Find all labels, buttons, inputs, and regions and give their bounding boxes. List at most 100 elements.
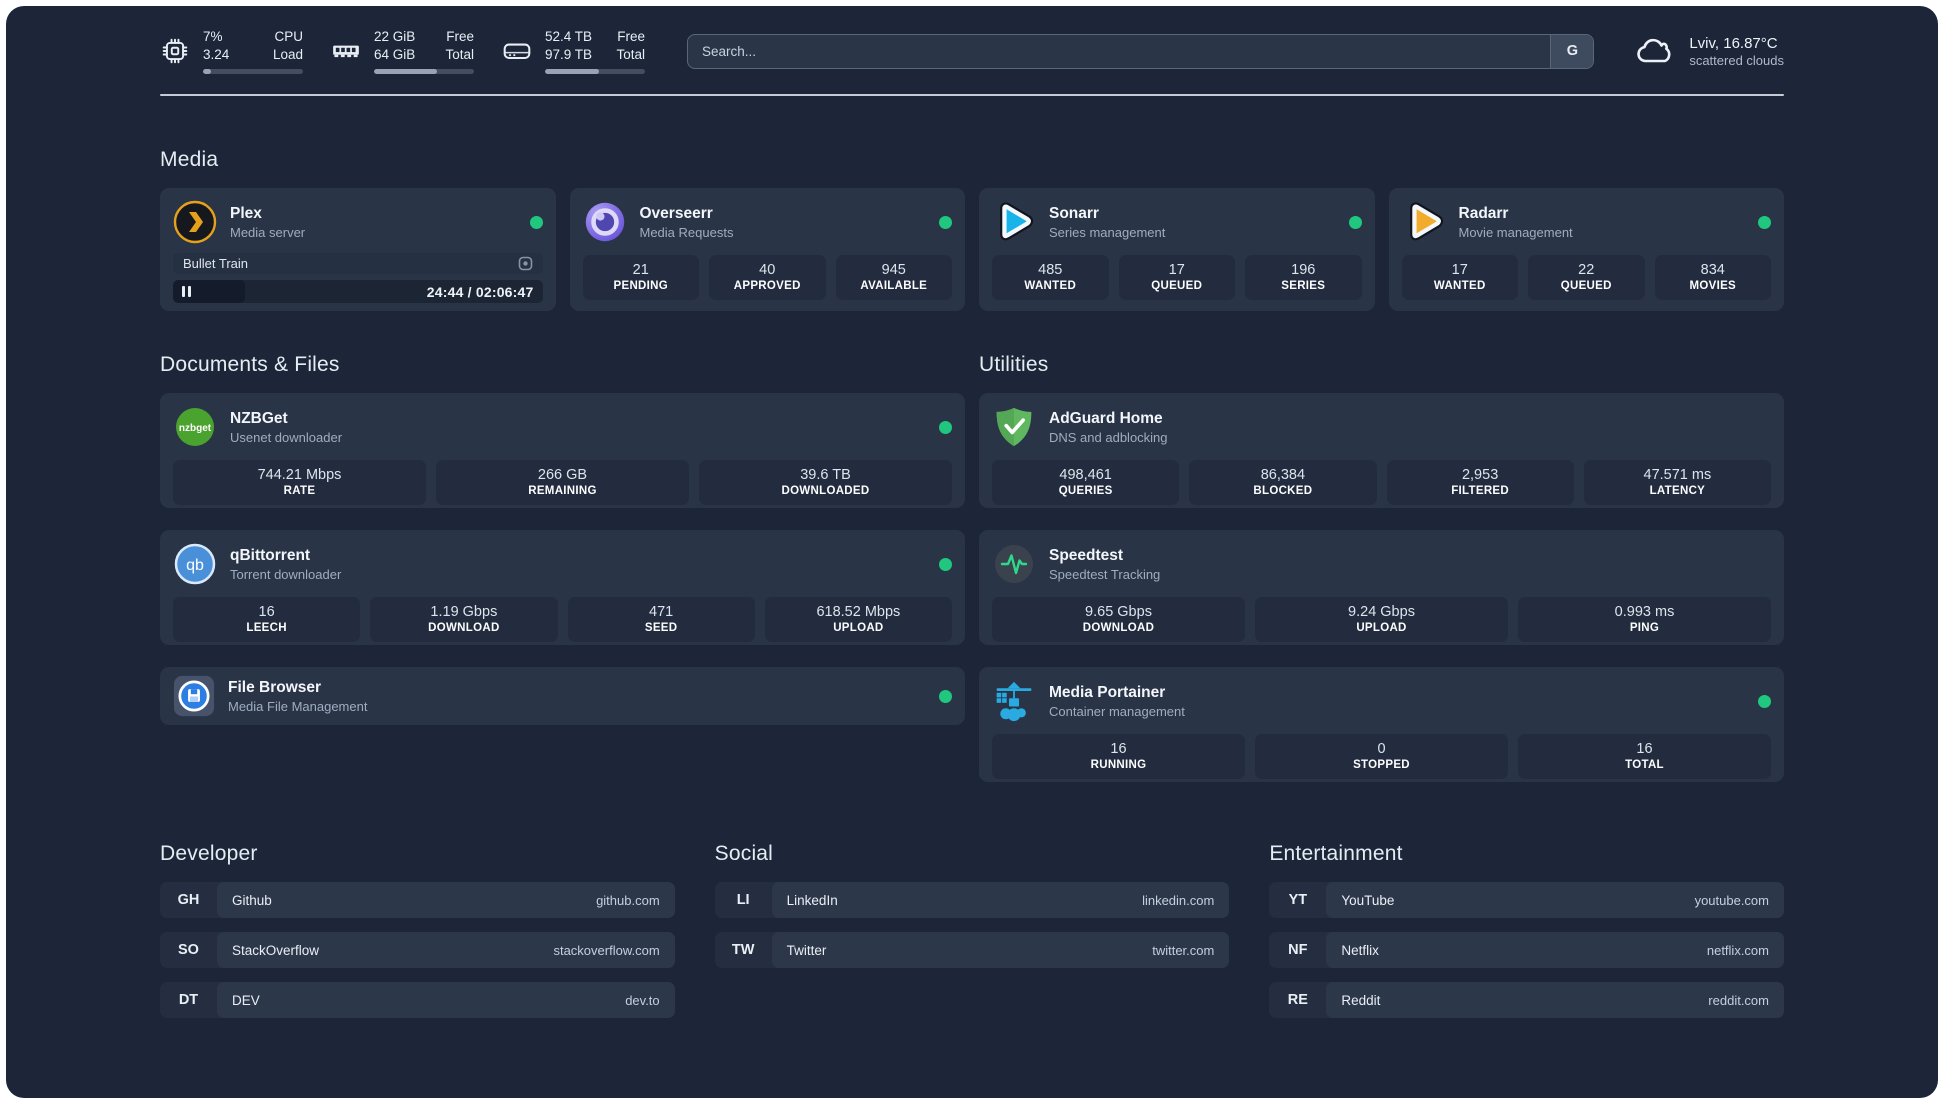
stat-upload: 618.52 Mbps UPLOAD	[764, 597, 952, 642]
cloud-icon	[1634, 34, 1676, 68]
app-card-plex[interactable]: Plex Media server Bullet Train 24:44 / 0…	[160, 188, 556, 311]
disk-total: 97.9 TB	[545, 47, 593, 62]
cast-icon[interactable]	[518, 256, 533, 271]
cpu-load-value: 3.24	[203, 47, 230, 62]
section-title-utilities: Utilities	[979, 353, 1049, 376]
sonarr-icon	[992, 200, 1036, 244]
bookmark-group-social: Social LI LinkedIn linkedin.com TW Twitte…	[714, 782, 1230, 1032]
pause-icon[interactable]	[182, 286, 191, 297]
plex-title: Plex	[230, 204, 262, 222]
filebrowser-icon	[173, 675, 215, 717]
link-reddit[interactable]: RE Reddit reddit.com	[1269, 982, 1784, 1018]
stat-wanted: 485 WANTED	[992, 255, 1109, 300]
overseerr-subtitle: Media Requests	[639, 224, 734, 240]
cpu-label-top: CPU	[274, 29, 303, 45]
plex-now-playing: Bullet Train	[173, 253, 543, 274]
app-card-qbittorrent[interactable]: qb qBittorrent Torrent downloader 16 LEEC…	[160, 530, 965, 645]
filebrowser-subtitle: Media File Management	[228, 698, 368, 714]
link-url: netflix.com	[1706, 942, 1769, 958]
adguard-subtitle: DNS and adblocking	[1049, 429, 1168, 445]
link-abbr: SO	[178, 942, 199, 958]
link-abbr: GH	[177, 892, 200, 908]
overseerr-status-dot	[939, 215, 952, 229]
link-name: Github	[232, 892, 272, 908]
app-card-adguard[interactable]: AdGuard Home DNS and adblocking 498,461 Q…	[979, 393, 1784, 508]
app-card-nzbget[interactable]: nzbget NZBGet Usenet downloader 744.21 M…	[160, 393, 965, 508]
qbittorrent-icon: qb	[173, 542, 217, 586]
link-youtube[interactable]: YT YouTube youtube.com	[1269, 882, 1784, 918]
bookmark-group-entertainment: Entertainment YT YouTube youtube.com NF N…	[1269, 782, 1784, 1032]
plex-status-dot	[529, 215, 543, 229]
search-input[interactable]	[687, 33, 1595, 69]
svg-text:qb: qb	[186, 557, 204, 574]
disk-label-bottom: Total	[616, 47, 645, 62]
qbittorrent-title: qBittorrent	[230, 546, 311, 564]
cpu-progress-bar	[203, 68, 303, 74]
link-stackoverflow[interactable]: SO StackOverflow stackoverflow.com	[160, 932, 675, 968]
stat-leech: 16 LEECH	[173, 597, 361, 642]
system-stats: 7% 3.24 CPU Load	[160, 28, 645, 74]
stat-seed: 471 SEED	[567, 597, 755, 642]
qbittorrent-subtitle: Torrent downloader	[230, 566, 342, 582]
link-linkedin[interactable]: LI LinkedIn linkedin.com	[714, 882, 1230, 918]
radarr-subtitle: Movie management	[1458, 224, 1573, 240]
stat-download: 1.19 Gbps DOWNLOAD	[370, 597, 558, 642]
section-title-entertainment: Entertainment	[1269, 842, 1403, 865]
app-card-portainer[interactable]: Media Portainer Container management 16 R…	[979, 667, 1784, 782]
svg-text:nzbget: nzbget	[179, 423, 212, 434]
link-twitter[interactable]: TW Twitter twitter.com	[714, 932, 1230, 968]
radarr-icon	[1402, 200, 1446, 244]
ram-icon	[331, 36, 361, 66]
sonarr-status-dot	[1348, 215, 1362, 229]
link-url: github.com	[596, 892, 660, 908]
stat-filtered: 2,953 FILTERED	[1386, 460, 1574, 505]
now-playing-title: Bullet Train	[183, 256, 249, 271]
stat-stopped: 0 STOPPED	[1255, 734, 1508, 779]
link-name: Reddit	[1341, 992, 1381, 1008]
qbittorrent-status-dot	[939, 557, 952, 571]
app-card-speedtest[interactable]: Speedtest Speedtest Tracking 9.65 Gbps DO…	[979, 530, 1784, 645]
link-github[interactable]: GH Github github.com	[160, 882, 675, 918]
link-netflix[interactable]: NF Netflix netflix.com	[1269, 932, 1784, 968]
stat-ping: 0.993 ms PING	[1518, 597, 1771, 642]
stat-pending: 21 PENDING	[582, 255, 699, 300]
link-abbr: NF	[1288, 942, 1308, 958]
playback-time: 24:44 / 02:06:47	[426, 283, 534, 300]
stat-blocked: 86,384 BLOCKED	[1189, 460, 1377, 505]
link-name: StackOverflow	[232, 942, 320, 958]
link-url: youtube.com	[1694, 892, 1769, 908]
adguard-icon	[992, 405, 1036, 449]
bookmark-group-developer: Developer GH Github github.com SO StackOv…	[160, 782, 675, 1032]
search-bar: G	[687, 33, 1595, 69]
stat-latency: 47.571 ms LATENCY	[1583, 460, 1771, 505]
search-provider-button[interactable]: G	[1550, 34, 1594, 68]
disk-free: 52.4 TB	[545, 29, 593, 45]
app-card-filebrowser[interactable]: File Browser Media File Management	[160, 667, 965, 725]
portainer-title: Media Portainer	[1049, 683, 1166, 701]
stat-rate: 744.21 Mbps RATE	[173, 460, 426, 505]
portainer-icon	[992, 679, 1036, 723]
stat-downloaded: 39.6 TB DOWNLOADED	[699, 460, 952, 505]
portainer-status-dot	[1758, 694, 1771, 708]
app-card-sonarr[interactable]: Sonarr Series management 485 WANTED 17 QUE…	[979, 188, 1375, 311]
plex-subtitle: Media server	[230, 224, 306, 240]
link-url: linkedin.com	[1142, 892, 1215, 908]
app-card-radarr[interactable]: Radarr Movie management 17 WANTED 22 QUEUE…	[1388, 188, 1784, 311]
stat-series: 196 SERIES	[1245, 255, 1362, 300]
weather-condition: scattered clouds	[1689, 52, 1784, 68]
app-card-overseerr[interactable]: Overseerr Media Requests 21 PENDING 40 APP…	[569, 188, 965, 311]
ram-label-top: Free	[446, 29, 474, 45]
portainer-subtitle: Container management	[1049, 703, 1185, 719]
link-dev[interactable]: DT DEV dev.to	[160, 982, 675, 1018]
disk-progress-bar	[545, 68, 645, 74]
overseerr-icon	[583, 200, 627, 244]
radarr-status-dot	[1758, 215, 1771, 229]
nzbget-subtitle: Usenet downloader	[230, 429, 343, 445]
section-title-documents: Documents & Files	[160, 353, 340, 376]
ram-total: 64 GiB	[374, 47, 416, 62]
plex-progress-bar[interactable]: 24:44 / 02:06:47	[173, 280, 543, 303]
header-divider	[160, 94, 1784, 96]
disk-label-top: Free	[617, 29, 645, 45]
link-abbr: DT	[178, 992, 199, 1008]
link-name: LinkedIn	[786, 892, 838, 908]
